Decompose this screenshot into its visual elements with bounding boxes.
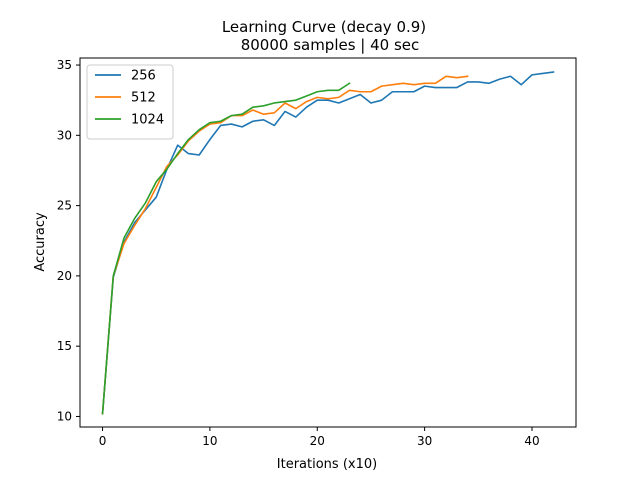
x-tick-label: 40 bbox=[524, 434, 539, 448]
x-tick-label: 20 bbox=[310, 434, 325, 448]
legend-label-256: 256 bbox=[131, 69, 156, 84]
series-line-1024 bbox=[101, 82, 351, 415]
y-tick-label: 30 bbox=[57, 128, 72, 142]
x-tick-label: 10 bbox=[202, 434, 217, 448]
legend-label-512: 512 bbox=[131, 91, 156, 106]
y-tick-label: 10 bbox=[57, 409, 72, 423]
x-axis-label: Iterations (x10) bbox=[277, 457, 377, 472]
legend-label-1024: 1024 bbox=[131, 113, 164, 128]
plot-frame bbox=[79, 57, 577, 428]
x-axis: 0 10 20 30 40 bbox=[99, 427, 540, 448]
y-tick-label: 35 bbox=[57, 58, 72, 72]
x-tick-label: 0 bbox=[99, 434, 107, 448]
x-tick-label: 30 bbox=[417, 434, 432, 448]
y-axis-label: Accuracy bbox=[33, 212, 48, 272]
legend: 256 512 1024 bbox=[86, 64, 174, 140]
y-axis: 10 15 20 25 30 35 bbox=[57, 58, 80, 423]
chart-subtitle: 80000 samples | 40 sec bbox=[241, 36, 420, 54]
y-tick-label: 20 bbox=[57, 269, 72, 283]
series-layer bbox=[101, 71, 555, 415]
y-tick-label: 25 bbox=[57, 199, 72, 213]
chart-title: Learning Curve (decay 0.9) bbox=[222, 18, 426, 36]
series-line-256 bbox=[101, 71, 555, 415]
legend-box bbox=[86, 64, 174, 140]
y-tick-label: 15 bbox=[57, 339, 72, 353]
